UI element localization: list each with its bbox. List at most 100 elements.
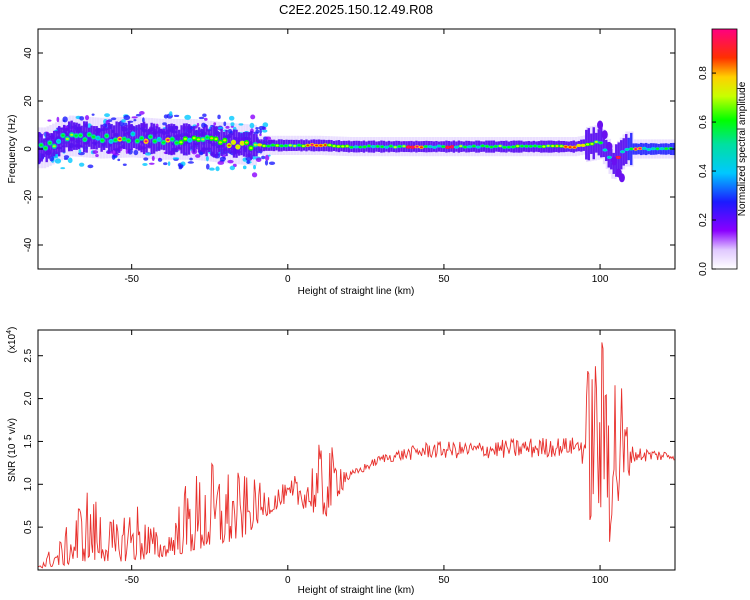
spectrogram-ridge bbox=[604, 149, 607, 151]
spectrogram-noise bbox=[229, 116, 234, 121]
spectrogram-ridge bbox=[573, 146, 576, 148]
spectrogram-noise bbox=[230, 166, 235, 171]
spectrogram-core bbox=[110, 124, 112, 152]
spectrogram-ridge bbox=[577, 144, 580, 146]
spectrogram-ridge bbox=[407, 146, 410, 148]
spectrogram-ridge bbox=[223, 139, 226, 141]
spectrogram-noise bbox=[215, 166, 219, 171]
spectrogram-ridge bbox=[263, 145, 266, 147]
spectrogram-ridge bbox=[70, 134, 73, 136]
y-tick-label: 1.5 bbox=[23, 434, 34, 448]
spectrogram-noise bbox=[188, 161, 194, 164]
spectrogram-ridge bbox=[92, 136, 95, 138]
spectrogram-hook bbox=[619, 173, 625, 182]
spectrogram-core bbox=[208, 130, 210, 152]
spectrogram-noise bbox=[173, 157, 180, 159]
spectrogram-ridge bbox=[153, 140, 156, 142]
spectrogram-ridge bbox=[665, 148, 668, 150]
spectrogram-ridge bbox=[424, 146, 427, 148]
spectrogram-noise bbox=[202, 114, 206, 118]
y-tick-label: 2.0 bbox=[23, 391, 34, 405]
spectrogram-ridge bbox=[359, 146, 362, 148]
spectrogram-noise bbox=[252, 172, 257, 177]
colorbar-tick-label: 0.2 bbox=[698, 213, 709, 227]
spectrogram-ridge bbox=[468, 146, 471, 148]
spectrogram-noise bbox=[269, 162, 275, 165]
spectrogram-core bbox=[83, 121, 85, 152]
spectrogram-core bbox=[128, 121, 130, 153]
spectrogram-ridge bbox=[652, 148, 655, 150]
spectrogram-ridge bbox=[429, 146, 432, 148]
spectrogram-noise bbox=[213, 122, 216, 125]
spectrogram-ridge bbox=[249, 147, 252, 149]
spectrogram-noise bbox=[92, 113, 95, 115]
spectrogram-noise bbox=[265, 160, 268, 166]
spectrogram-ridge bbox=[53, 145, 56, 147]
spectrogram-ridge bbox=[542, 146, 545, 148]
spectrogram-ridge bbox=[446, 146, 449, 148]
spectrogram-core bbox=[145, 124, 147, 153]
snr-marks bbox=[38, 342, 674, 567]
spectrogram-noise bbox=[253, 165, 256, 170]
spectrogram-noise bbox=[64, 158, 68, 160]
spectrogram-ridge bbox=[193, 137, 196, 139]
spectrogram-ridge bbox=[48, 142, 51, 144]
spectrogram-core bbox=[175, 127, 177, 152]
spectrogram-ridge bbox=[110, 140, 113, 142]
spectrogram-noise bbox=[168, 161, 171, 166]
spectrogram-noise bbox=[85, 115, 89, 120]
spectrogram-noise bbox=[68, 158, 73, 164]
spectrogram-noise bbox=[209, 168, 215, 171]
spectrogram-ridge bbox=[402, 145, 405, 147]
spectrogram-noise bbox=[217, 115, 220, 120]
spectrogram-ridge bbox=[389, 145, 392, 147]
spectrogram-ridge bbox=[228, 145, 231, 147]
spectrogram-core bbox=[163, 129, 165, 151]
spectrogram-ridge bbox=[394, 146, 397, 148]
spectrogram-ridge bbox=[437, 145, 440, 147]
spectrogram-ridge bbox=[136, 140, 139, 142]
spectrogram-ridge bbox=[555, 145, 558, 147]
spectrogram-noise bbox=[250, 123, 255, 129]
spectrogram-ridge bbox=[551, 145, 554, 147]
spectrogram-ridge bbox=[140, 137, 143, 139]
spectrogram-noise bbox=[60, 167, 65, 169]
y-tick-label: -20 bbox=[23, 189, 34, 204]
spectrogram-core bbox=[215, 126, 217, 157]
spectrogram-noise bbox=[145, 152, 151, 155]
spectrogram-ridge bbox=[350, 146, 353, 148]
spectrogram-ridge bbox=[145, 140, 148, 142]
y-tick-label: 0 bbox=[23, 146, 34, 152]
multiplier-suffix: ) bbox=[7, 327, 18, 330]
spectrogram-ridge bbox=[118, 138, 121, 140]
y-tick-label: -40 bbox=[23, 237, 34, 252]
spectrogram-ridge bbox=[206, 136, 209, 138]
spectrogram-noise bbox=[87, 165, 93, 169]
spectrogram-noise bbox=[262, 129, 267, 132]
colorbar-tick-label: 0.6 bbox=[698, 115, 709, 129]
colorbar-tick-label: 0.4 bbox=[698, 164, 709, 178]
spectrogram-ridge bbox=[639, 148, 642, 150]
x-tick-label: 50 bbox=[438, 274, 450, 285]
spectrogram-ridge bbox=[293, 145, 296, 147]
spectrogram-noise bbox=[104, 113, 110, 117]
spectrogram-noise bbox=[261, 156, 265, 160]
spectrogram-noise bbox=[79, 149, 82, 153]
spectrogram-core bbox=[180, 125, 182, 153]
y-tick-label: 1.0 bbox=[23, 477, 34, 491]
spectrogram-ridge bbox=[127, 140, 130, 142]
spectrogram-noise bbox=[152, 156, 155, 161]
spectrogram-ridge bbox=[61, 134, 64, 136]
spectrogram-noise bbox=[189, 158, 193, 161]
spectrogram-noise bbox=[206, 156, 209, 161]
spectrogram-ridge bbox=[306, 144, 309, 146]
spectrogram-ridge bbox=[529, 145, 532, 147]
spectrogram-ridge bbox=[201, 138, 204, 140]
spectrogram-ridge bbox=[525, 145, 528, 147]
spectrogram-ridge bbox=[459, 145, 462, 147]
colorbar-tick-label: 0.8 bbox=[698, 66, 709, 80]
spectrogram-hook bbox=[606, 142, 612, 151]
spectrogram-ridge bbox=[219, 141, 222, 143]
spectrogram-marks bbox=[36, 111, 678, 182]
